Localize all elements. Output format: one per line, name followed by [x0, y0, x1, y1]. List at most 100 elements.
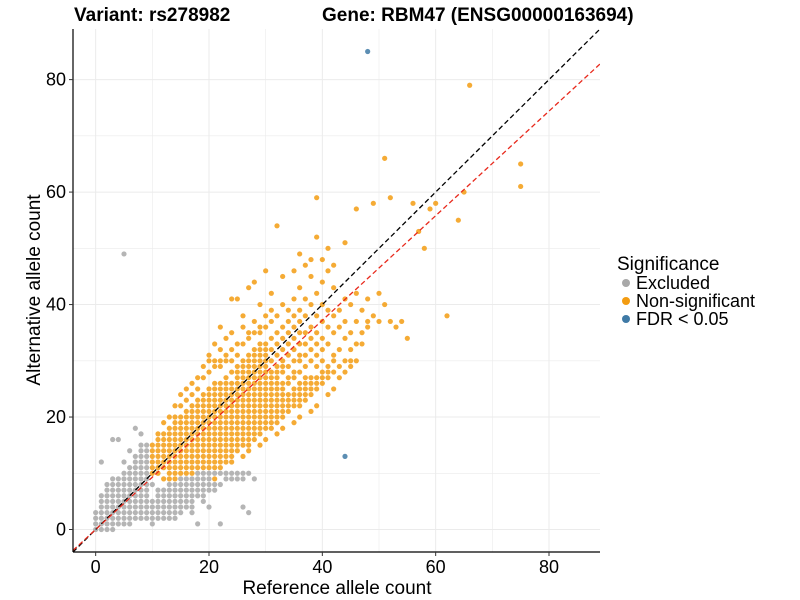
data-point [234, 442, 240, 448]
chart-title: Variant: rs278982 Gene: RBM47 (ENSG00000… [74, 5, 634, 26]
data-point [217, 442, 223, 448]
data-point [189, 408, 195, 415]
data-point [223, 431, 229, 437]
data-point [246, 330, 252, 336]
data-point [149, 510, 155, 516]
data-point [285, 307, 291, 313]
data-point [127, 510, 133, 516]
data-point [178, 420, 184, 426]
data-point [98, 498, 104, 504]
data-point [195, 465, 201, 471]
data-point [195, 414, 201, 420]
data-point [268, 420, 274, 426]
data-point [189, 481, 195, 488]
data-point [127, 481, 133, 488]
data-point [155, 470, 161, 476]
data-point [189, 425, 195, 431]
data-point [302, 330, 308, 336]
data-point [189, 476, 195, 482]
data-point [302, 391, 308, 398]
data-point [257, 397, 263, 403]
data-point [234, 476, 240, 482]
data-point [280, 324, 286, 330]
data-point [274, 313, 280, 319]
data-point [172, 425, 178, 431]
data-point [348, 358, 354, 364]
data-point [144, 459, 150, 465]
data-point [308, 346, 314, 353]
data-point [183, 414, 189, 420]
data-point [251, 386, 257, 392]
data-point [138, 459, 144, 465]
data-point [172, 442, 178, 448]
data-point [200, 476, 206, 482]
data-point [161, 476, 167, 482]
data-point [155, 459, 161, 465]
data-point [178, 453, 184, 459]
data-point [246, 442, 252, 448]
data-point [200, 498, 206, 504]
data-point [223, 403, 229, 409]
data-point [104, 493, 110, 499]
data-point [98, 504, 104, 510]
data-point [240, 363, 246, 370]
data-point [297, 285, 303, 291]
data-point [285, 318, 291, 325]
data-point [195, 397, 201, 403]
data-point [353, 318, 359, 325]
data-point [257, 358, 263, 364]
data-point [234, 436, 240, 443]
data-point [166, 481, 172, 488]
data-point [280, 335, 286, 341]
data-point [308, 273, 314, 280]
data-point [297, 358, 303, 364]
data-point [280, 358, 286, 364]
data-point [240, 391, 246, 398]
data-point [206, 397, 212, 403]
data-point [331, 313, 337, 319]
data-point [127, 487, 133, 493]
legend-label: Non-significant [636, 291, 755, 311]
data-point [234, 414, 240, 420]
data-point [223, 380, 229, 386]
data-point [291, 403, 297, 409]
data-point [172, 470, 178, 476]
data-point [518, 183, 524, 190]
data-point [212, 420, 218, 426]
data-point [155, 431, 161, 437]
data-point [206, 453, 212, 459]
data-point [217, 436, 223, 443]
data-point [251, 431, 257, 437]
data-point [104, 510, 110, 516]
data-point [155, 442, 161, 448]
data-point [138, 510, 144, 516]
data-point [212, 391, 218, 398]
data-point [297, 251, 303, 257]
data-point [246, 448, 252, 454]
data-point [212, 465, 218, 471]
data-point [342, 318, 348, 325]
data-point [132, 476, 138, 482]
data-point [217, 453, 223, 459]
data-point [268, 391, 274, 398]
data-point [115, 487, 121, 493]
data-point [206, 465, 212, 471]
data-point [121, 504, 127, 510]
data-point [166, 504, 172, 510]
data-point [212, 442, 218, 448]
data-point [155, 498, 161, 504]
data-point [200, 414, 206, 420]
data-point [104, 487, 110, 493]
data-point [178, 498, 184, 504]
data-point [251, 363, 257, 370]
data-point [251, 318, 257, 325]
data-point [246, 380, 252, 386]
data-point [336, 363, 342, 370]
data-point [302, 386, 308, 392]
data-point [268, 380, 274, 386]
data-point [132, 504, 138, 510]
data-point [342, 240, 348, 246]
y-axis-title: Alternative allele count [24, 194, 45, 386]
data-point [348, 346, 354, 353]
data-point [251, 358, 257, 364]
